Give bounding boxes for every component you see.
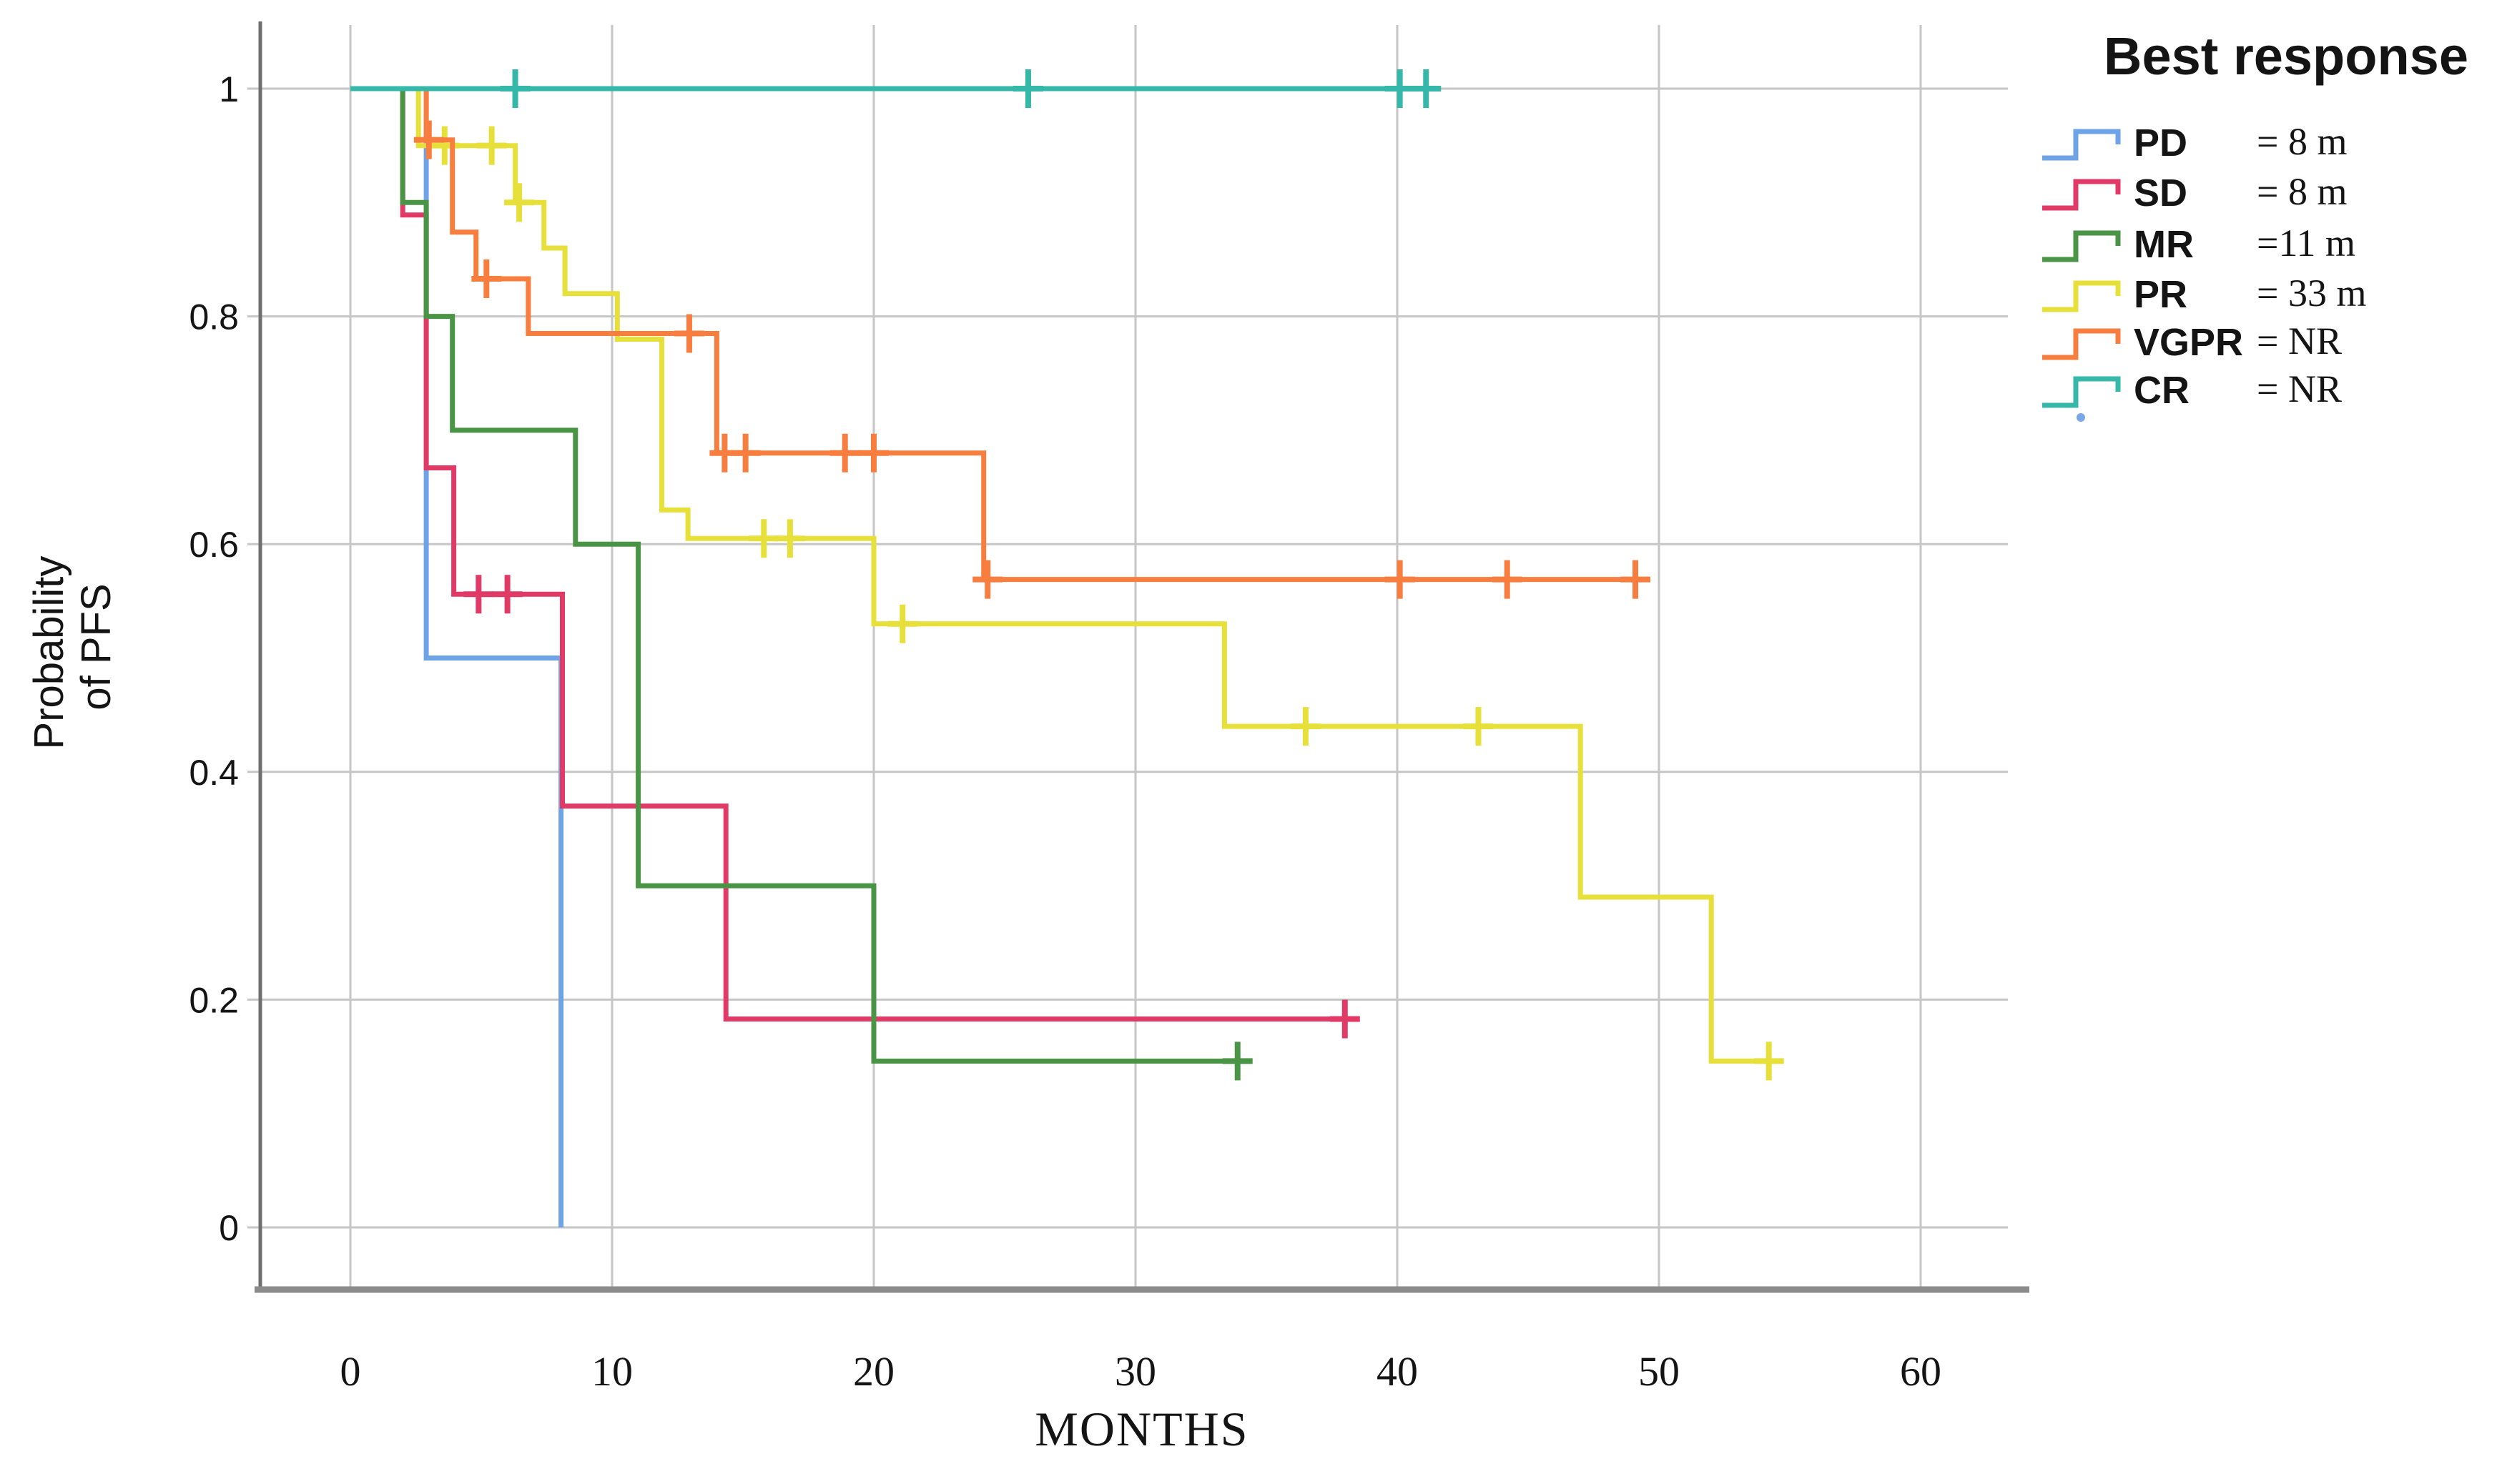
y-tick-label-0: 0 xyxy=(219,1208,239,1248)
VGPR-censor-mark xyxy=(471,259,502,299)
legend-label-MR: MR xyxy=(2134,223,2194,266)
x-tick-label-20: 20 xyxy=(853,1348,895,1395)
legend-item-CR: CR = NR xyxy=(2042,367,2342,412)
PR-censor-mark xyxy=(1463,707,1494,746)
legend-label-SD: SD xyxy=(2134,172,2187,214)
y-axis-title: Probability of PFS xyxy=(26,545,119,750)
VGPR-censor-mark xyxy=(829,433,860,473)
legend-item-SD: SD = 8 m xyxy=(2042,170,2347,214)
VGPR-censor-mark xyxy=(730,433,761,473)
VGPR-censor-mark xyxy=(972,560,1003,599)
x-tick-label-60: 60 xyxy=(1900,1348,1941,1395)
SD-censor-mark xyxy=(1329,999,1360,1039)
x-tick-label-30: 30 xyxy=(1115,1348,1156,1395)
y-tick-label-1: 1 xyxy=(219,69,239,109)
series-CR xyxy=(350,69,1442,108)
x-tick-label-0: 0 xyxy=(340,1348,361,1395)
PR-censor-mark xyxy=(749,519,779,558)
VGPR-censor-mark xyxy=(674,314,704,353)
y-axis-title-line1: Probability xyxy=(26,556,72,750)
legend-median-PR: = 33 m xyxy=(2257,272,2366,315)
MR-censor-mark xyxy=(1222,1042,1253,1081)
PR-censor-mark xyxy=(429,126,460,165)
series-line-PR xyxy=(350,86,1769,1064)
legend-title: Best response xyxy=(2104,26,2468,86)
y-axis-title-line2: of PFS xyxy=(73,583,119,710)
series-line-VGPR xyxy=(350,86,1636,583)
PR-censor-mark xyxy=(504,183,535,222)
PR-censor-mark xyxy=(1753,1042,1784,1081)
SD-censor-mark xyxy=(492,575,523,614)
PR-censor-mark xyxy=(1290,707,1321,746)
VGPR-censor-mark xyxy=(413,120,444,159)
legend-median-PD: = 8 m xyxy=(2257,120,2347,163)
legend-median-VGPR: = NR xyxy=(2257,320,2342,362)
PR-censor-mark xyxy=(774,519,805,558)
legend-label-VGPR: VGPR xyxy=(2134,321,2243,364)
series-line-MR xyxy=(350,86,1238,1064)
CR-censor-mark xyxy=(500,69,531,108)
legend-swatch-SD-step-icon xyxy=(2042,179,2121,211)
series-SD xyxy=(350,86,1360,1039)
legend-item-PR: PR = 33 m xyxy=(2042,272,2366,316)
series-line-PD xyxy=(350,86,564,1227)
legend-swatch-VGPR-step-icon xyxy=(2042,328,2121,360)
series-line-SD xyxy=(350,86,1345,1022)
SD-censor-mark xyxy=(463,575,494,614)
legend-swatch-MR-step-icon xyxy=(2042,230,2121,262)
VGPR-censor-mark xyxy=(859,433,889,473)
legend-item-VGPR: VGPR = NR xyxy=(2042,320,2342,364)
legend-median-MR: =11 m xyxy=(2257,222,2355,264)
series-PD xyxy=(350,86,564,1227)
axes-layer xyxy=(255,21,2029,1293)
legend-median-SD: = 8 m xyxy=(2257,170,2347,213)
y-tick-label-0.6: 0.6 xyxy=(189,525,239,565)
PR-censor-mark xyxy=(476,126,507,165)
legend-label-PD: PD xyxy=(2134,122,2187,164)
legend-label-CR: CR xyxy=(2134,369,2190,412)
CR-censor-mark xyxy=(1411,69,1442,108)
CR-censor-mark xyxy=(1013,69,1043,108)
legend: PD = 8 m SD = 8 m MR =11 m PR = 33 m VGPR = NR CR =… xyxy=(2042,120,2366,412)
legend-item-PD: PD = 8 m xyxy=(2042,120,2347,164)
VGPR-censor-mark xyxy=(1620,560,1651,599)
series-PR xyxy=(350,86,1784,1081)
y-tick-label-0.8: 0.8 xyxy=(189,297,239,337)
legend-median-CR: = NR xyxy=(2257,367,2342,410)
VGPR-censor-mark xyxy=(1384,560,1415,599)
x-tick-label-40: 40 xyxy=(1376,1348,1418,1395)
series-VGPR xyxy=(350,86,1651,599)
PR-censor-mark xyxy=(887,604,918,643)
x-tick-label-10: 10 xyxy=(591,1348,633,1395)
legend-item-MR: MR =11 m xyxy=(2042,222,2355,266)
legend-label-PR: PR xyxy=(2134,273,2187,316)
series-layer xyxy=(350,69,1784,1227)
stray-dot xyxy=(2077,413,2085,422)
legend-swatch-PR-step-icon xyxy=(2042,280,2121,312)
VGPR-censor-mark xyxy=(1492,560,1522,599)
x-axis-title: MONTHS xyxy=(1035,1402,1248,1456)
x-tick-label-50: 50 xyxy=(1638,1348,1680,1395)
series-MR xyxy=(350,86,1253,1081)
legend-swatch-CR-step-icon xyxy=(2042,376,2121,408)
grid-layer xyxy=(247,25,2008,1290)
legend-swatch-PD-step-icon xyxy=(2042,129,2121,161)
y-tick-label-0.2: 0.2 xyxy=(189,980,239,1020)
tick-label-layer: 1 0.8 0.6 0.4 0.2 0 0 10 20 30 40 50 60 xyxy=(189,69,1941,1395)
CR-censor-mark xyxy=(1384,69,1415,108)
y-tick-label-0.4: 0.4 xyxy=(189,753,239,793)
